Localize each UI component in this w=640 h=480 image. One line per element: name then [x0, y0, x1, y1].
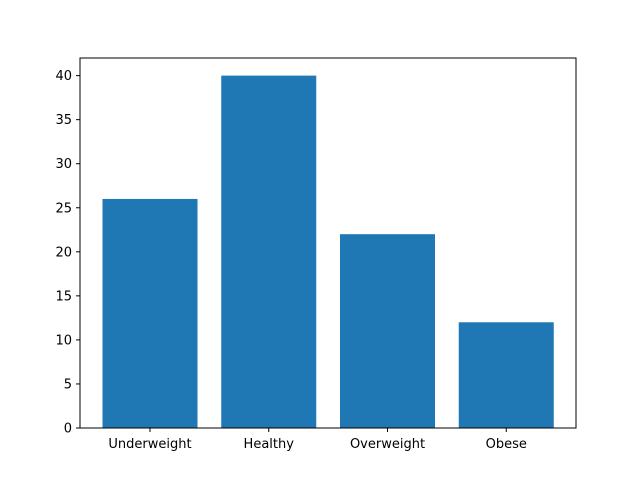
bar-overweight: [340, 234, 435, 428]
x-tick-label: Overweight: [350, 437, 425, 452]
y-tick-label: 20: [55, 245, 72, 260]
x-tick-label: Healthy: [244, 437, 295, 452]
y-tick-label: 15: [55, 289, 72, 304]
x-axis: Underweight Healthy Overweight Obese: [108, 428, 527, 452]
y-tick-label: 35: [55, 113, 72, 128]
plot-frame: [79, 57, 577, 429]
y-tick-label: 5: [64, 377, 72, 392]
bar-obese: [458, 322, 554, 428]
y-tick-label: 0: [64, 422, 72, 437]
y-tick-label: 40: [55, 69, 72, 84]
bar-healthy: [221, 75, 317, 428]
x-tick-label: Underweight: [108, 437, 191, 452]
bars-group: [102, 75, 554, 428]
x-tick-label: Obese: [486, 437, 527, 452]
y-axis: 0 5 10 15 20 25 30 35 40: [55, 69, 80, 437]
y-tick-label: 10: [55, 333, 72, 348]
y-tick-label: 25: [55, 201, 72, 216]
bar-underweight: [102, 198, 198, 428]
y-tick-label: 30: [55, 157, 72, 172]
